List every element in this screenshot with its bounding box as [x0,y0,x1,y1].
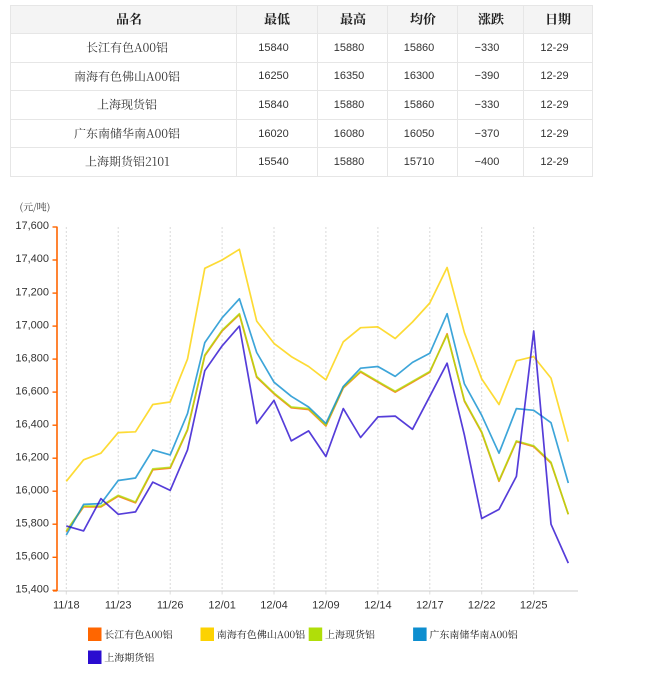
svg-text:15,400: 15,400 [15,584,49,596]
svg-text:16,800: 16,800 [15,352,49,364]
svg-text:17,000: 17,000 [15,319,49,331]
svg-text:15,600: 15,600 [15,551,49,563]
svg-text:16,000: 16,000 [15,484,49,496]
svg-text:12/09: 12/09 [312,600,340,612]
svg-text:17,200: 17,200 [15,286,49,298]
svg-text:16,600: 16,600 [15,385,49,397]
svg-text:12/04: 12/04 [260,600,288,612]
svg-text:12/01: 12/01 [208,600,236,612]
svg-text:16,400: 16,400 [15,418,49,430]
svg-text:11/23: 11/23 [105,600,132,612]
svg-text:11/18: 11/18 [53,600,80,612]
svg-text:12/14: 12/14 [364,600,392,612]
svg-text:17,400: 17,400 [15,253,49,265]
svg-text:17,600: 17,600 [15,220,49,232]
svg-text:15,800: 15,800 [15,517,49,529]
svg-text:12/25: 12/25 [520,600,548,612]
svg-text:16,200: 16,200 [15,451,49,463]
svg-text:12/22: 12/22 [468,600,496,612]
svg-text:12/17: 12/17 [416,600,444,612]
svg-text:11/26: 11/26 [157,600,184,612]
